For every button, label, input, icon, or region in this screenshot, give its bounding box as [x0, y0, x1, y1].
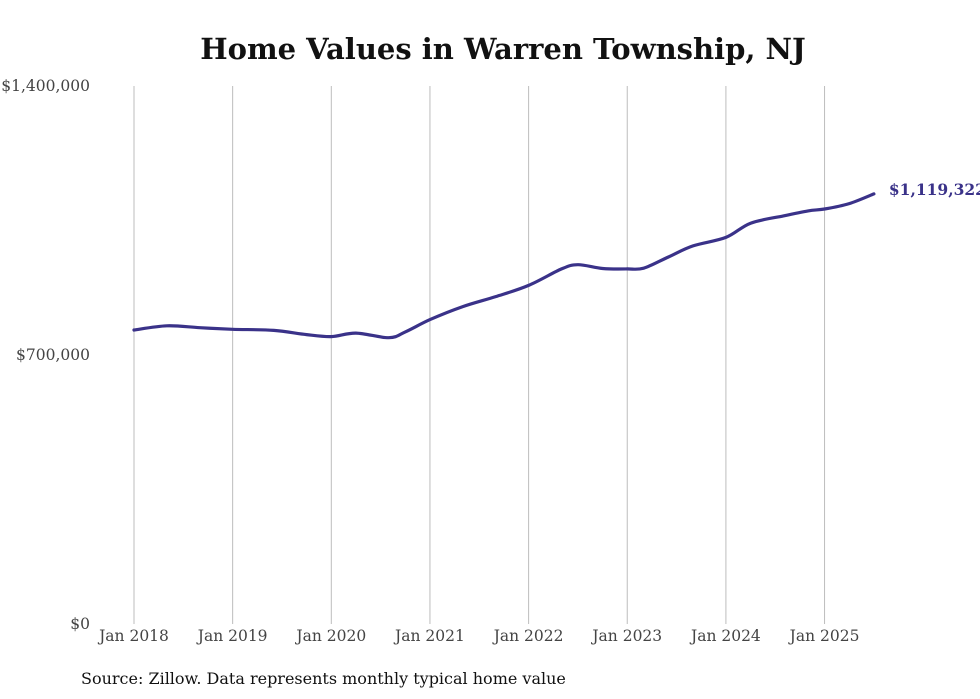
x-tick-label: Jan 2023 — [590, 627, 662, 645]
y-tick-label: $1,400,000 — [1, 77, 90, 95]
gridlines — [133, 86, 826, 624]
x-tick-label: Jan 2020 — [294, 627, 366, 645]
y-axis-ticks: $0 $700,000 $1,400,000 — [1, 77, 90, 633]
y-tick-label: $0 — [70, 615, 90, 633]
x-tick-label: Jan 2022 — [492, 627, 564, 645]
end-value-label: $1,119,322 — [889, 180, 980, 199]
source-note: Source: Zillow. Data represents monthly … — [81, 669, 566, 688]
y-tick-label: $700,000 — [16, 346, 90, 364]
x-tick-label: Jan 2019 — [196, 627, 268, 645]
series-layer: $1,119,322 — [132, 180, 980, 340]
x-tick-label: Jan 2021 — [393, 627, 465, 645]
x-tick-label: Jan 2025 — [788, 627, 860, 645]
x-tick-label: Jan 2018 — [97, 627, 169, 645]
series-line-home-value — [132, 192, 876, 340]
chart-title: Home Values in Warren Township, NJ — [200, 32, 806, 66]
x-tick-label: Jan 2024 — [689, 627, 761, 645]
x-axis-ticks: Jan 2018 Jan 2019 Jan 2020 Jan 2021 Jan 2022… — [97, 627, 859, 645]
